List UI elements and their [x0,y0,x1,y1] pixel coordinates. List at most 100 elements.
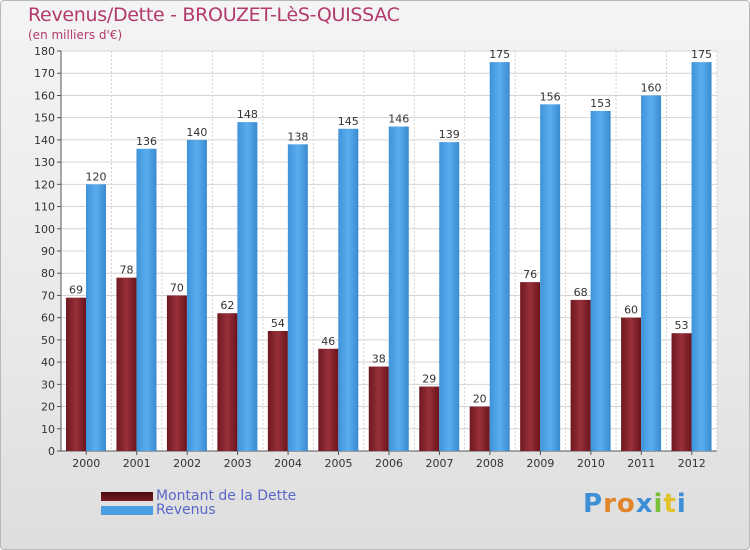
y-tick-label: 20 [41,401,55,414]
bar-dette [66,297,86,451]
bar-dette [368,366,389,451]
data-label-revenus: 175 [691,48,712,61]
logo-letter: t [663,489,677,519]
logo-letter: r [603,489,617,519]
data-label-dette: 62 [220,299,234,312]
data-label-dette: 53 [675,319,689,332]
bar-revenus [338,128,359,451]
y-tick-label: 60 [41,312,55,325]
x-tick-label: 2007 [425,457,453,470]
x-tick-label: 2009 [526,457,554,470]
data-label-dette: 54 [271,317,285,330]
logo-letter: i [653,489,664,519]
proxiti-logo: Proxiti [583,489,687,519]
y-tick-label: 140 [34,134,55,147]
y-tick-label: 70 [41,289,55,302]
bar-dette [166,295,187,451]
y-tick-label: 150 [34,112,55,125]
x-tick-label: 2000 [72,457,100,470]
logo-letter: i [676,489,687,519]
chart-subtitle: (en milliers d'€) [28,28,123,42]
bar-revenus [186,139,207,451]
bar-dette [318,348,339,451]
data-label-dette: 70 [170,281,184,294]
bar-revenus [590,111,611,451]
x-tick-label: 2012 [678,457,706,470]
legend-label-dette: Montant de la Dette [156,488,297,504]
data-label-revenus: 153 [590,97,611,110]
logo-letter: o [616,489,636,519]
data-label-dette: 38 [372,353,386,366]
bar-revenus [439,142,460,451]
data-label-dette: 60 [624,304,638,317]
data-label-revenus: 145 [338,115,359,128]
data-label-revenus: 175 [489,48,510,61]
data-label-revenus: 139 [439,128,460,141]
bar-revenus [287,144,308,452]
y-tick-label: 50 [41,334,55,347]
data-label-revenus: 136 [136,135,157,148]
bar-revenus [691,62,712,451]
y-tick-label: 160 [34,89,55,102]
x-tick-label: 2004 [274,457,302,470]
data-label-revenus: 120 [86,170,107,183]
bar-revenus [237,122,258,451]
bar-dette [116,277,137,451]
y-tick-label: 110 [34,201,55,214]
bar-dette [570,299,591,451]
bar-revenus [86,184,106,452]
x-tick-label: 2005 [325,457,353,470]
legend-item-dette: Montant de la Dette [101,488,297,504]
y-tick-label: 100 [34,223,55,236]
legend-item-revenus: Revenus [101,502,216,518]
x-tick-label: 2008 [476,457,504,470]
bar-dette [217,313,238,451]
data-label-dette: 29 [422,373,436,386]
data-label-revenus: 138 [287,130,308,143]
y-tick-label: 130 [34,156,55,169]
x-tick-label: 2010 [577,457,605,470]
x-tick-label: 2011 [627,457,655,470]
bar-revenus [489,62,510,451]
data-label-dette: 46 [321,335,335,348]
x-tick-label: 2006 [375,457,403,470]
data-label-dette: 78 [119,264,133,277]
x-tick-label: 2003 [224,457,252,470]
logo-letter: P [583,489,604,519]
bar-revenus [136,148,157,451]
data-label-dette: 76 [523,268,537,281]
y-tick-label: 10 [41,423,55,436]
data-label-dette: 20 [473,393,487,406]
y-tick-label: 180 [34,45,55,58]
bar-dette [469,406,490,451]
bar-dette [671,333,692,451]
data-label-revenus: 156 [540,90,561,103]
legend-swatch-revenus [101,505,153,515]
legend-label-revenus: Revenus [156,502,216,518]
x-tick-label: 2002 [173,457,201,470]
bar-revenus [388,126,409,452]
y-tick-label: 0 [48,445,55,458]
chart-title: Revenus/Dette - BROUZET-LèS-QUISSAC [28,4,400,26]
data-label-dette: 69 [69,284,83,297]
bar-revenus [540,104,561,451]
data-label-revenus: 140 [186,126,207,139]
bar-dette [267,331,288,451]
x-tick-label: 2001 [123,457,151,470]
bar-dette [419,386,440,451]
legend-swatch-dette [101,491,153,501]
bar-dette [520,282,541,451]
bar-dette [621,317,642,451]
y-tick-label: 170 [34,67,55,80]
y-tick-label: 120 [34,178,55,191]
data-label-revenus: 148 [237,108,258,121]
y-tick-label: 30 [41,378,55,391]
y-tick-label: 90 [41,245,55,258]
bar-revenus [641,95,662,451]
y-tick-label: 40 [41,356,55,369]
logo-letter: x [635,489,654,519]
y-tick-label: 80 [41,267,55,280]
data-label-revenus: 160 [641,81,662,94]
